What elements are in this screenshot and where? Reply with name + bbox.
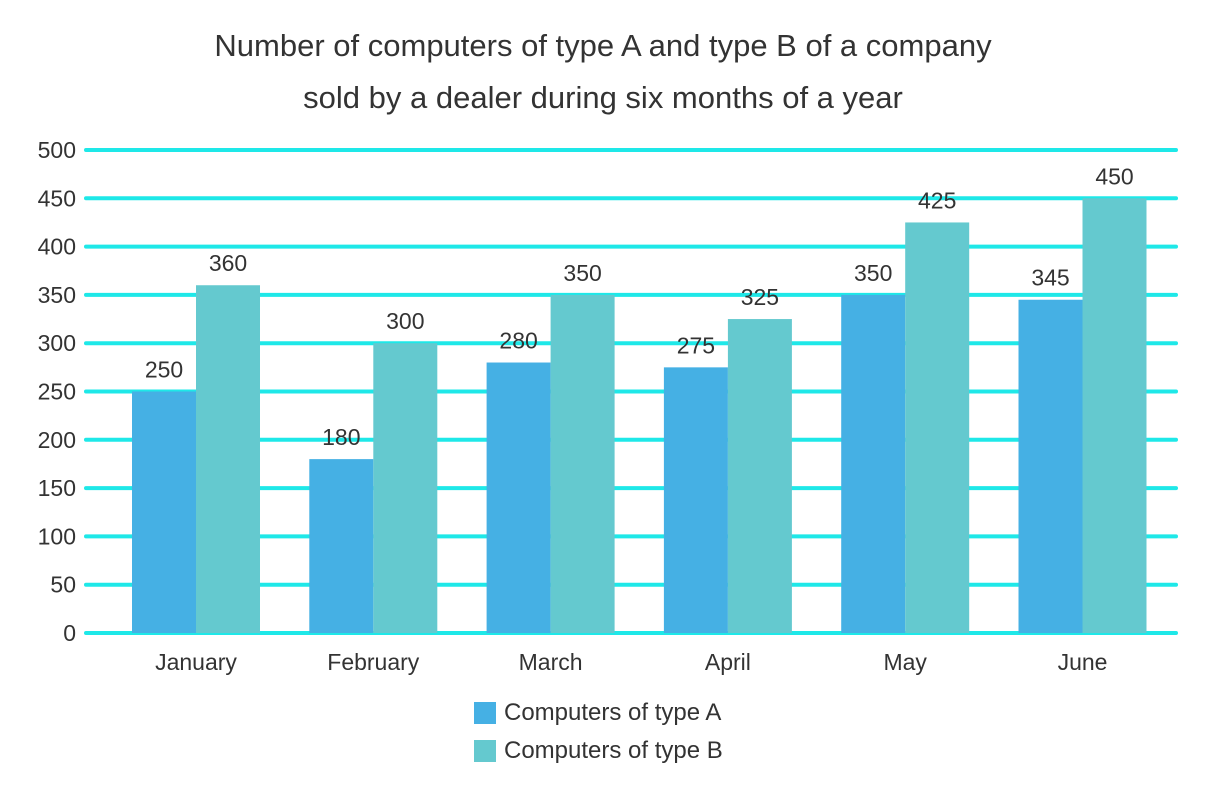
legend-swatch-type-b <box>474 740 496 762</box>
gridlines <box>84 148 1178 635</box>
data-label: 180 <box>322 424 360 450</box>
bar <box>132 391 196 633</box>
legend-label-type-a: Computers of type A <box>504 699 722 726</box>
data-labels: 250 360 180 300 280 350 275 325 350 425 345 450 <box>145 163 1134 450</box>
bars <box>132 198 1147 634</box>
data-label: 425 <box>918 187 956 213</box>
x-tick-label: March <box>519 649 583 675</box>
data-label: 280 <box>499 328 537 354</box>
bar <box>1082 198 1147 634</box>
legend-item-type-a: Computers of type A <box>474 699 721 727</box>
y-tick-label: 200 <box>38 427 76 453</box>
data-label: 300 <box>386 308 424 334</box>
bar <box>1018 299 1083 633</box>
chart-title-line-2: sold by a dealer during six months of a … <box>303 80 903 115</box>
data-label: 325 <box>741 284 779 310</box>
x-tick-label: June <box>1058 649 1108 675</box>
bar <box>841 294 906 633</box>
y-tick-label: 350 <box>38 282 76 308</box>
legend-label-type-b: Computers of type B <box>504 737 723 764</box>
x-tick-label: May <box>883 649 927 675</box>
x-tick-label: February <box>327 649 420 675</box>
legend-item-type-b: Computers of type B <box>474 737 723 765</box>
bar <box>196 285 260 633</box>
data-label: 345 <box>1031 265 1069 291</box>
bar <box>905 222 970 633</box>
data-label: 250 <box>145 357 183 383</box>
legend-swatch-type-a <box>474 702 496 724</box>
chart-title-line-1: Number of computers of type A and type B… <box>214 28 992 63</box>
y-tick-label: 0 <box>63 620 76 646</box>
y-tick-label: 100 <box>38 523 76 549</box>
data-label: 450 <box>1095 163 1133 189</box>
data-label: 350 <box>563 260 601 286</box>
x-tick-label: April <box>705 649 751 675</box>
bar <box>550 294 615 633</box>
y-tick-label: 150 <box>38 475 76 501</box>
x-axis-tick-labels: January February March April May June <box>155 649 1107 675</box>
bar <box>309 459 374 633</box>
y-tick-label: 400 <box>38 234 76 260</box>
y-tick-label: 250 <box>38 379 76 405</box>
y-tick-label: 500 <box>38 137 76 163</box>
bar <box>727 319 792 633</box>
bar <box>663 367 728 633</box>
y-tick-label: 450 <box>38 185 76 211</box>
bar <box>486 362 551 633</box>
y-tick-label: 50 <box>50 572 76 598</box>
y-tick-label: 300 <box>38 330 76 356</box>
x-tick-label: January <box>155 649 237 675</box>
bar <box>373 343 438 633</box>
data-label: 360 <box>209 250 247 276</box>
data-label: 350 <box>854 260 892 286</box>
y-axis-tick-labels: 0 50 100 150 200 250 300 350 400 450 500 <box>38 137 76 646</box>
data-label: 275 <box>677 332 715 358</box>
